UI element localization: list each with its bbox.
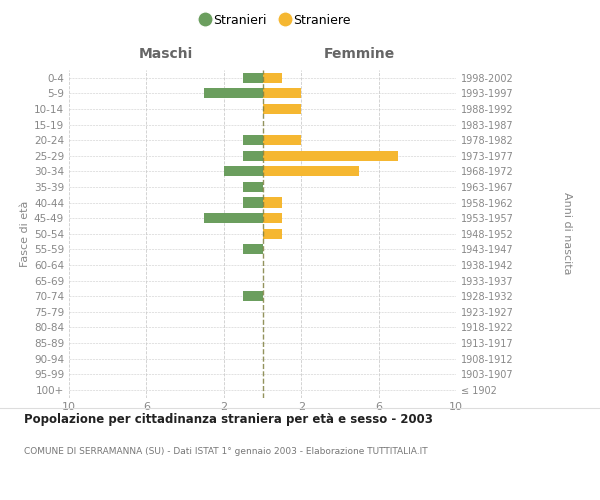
Bar (263, 150, 398, 161)
Bar (243, 291, 263, 301)
Bar (243, 244, 263, 254)
Text: Maschi: Maschi (139, 46, 193, 60)
Legend: Stranieri, Straniere: Stranieri, Straniere (197, 8, 355, 32)
Text: COMUNE DI SERRAMANNA (SU) - Dati ISTAT 1° gennaio 2003 - Elaborazione TUTTITALIA: COMUNE DI SERRAMANNA (SU) - Dati ISTAT 1… (24, 448, 428, 456)
Bar (263, 135, 301, 145)
Bar (224, 166, 263, 176)
Bar (243, 150, 263, 161)
Bar (263, 88, 301, 99)
Bar (205, 88, 263, 99)
Bar (205, 213, 263, 223)
Bar (243, 182, 263, 192)
Text: Popolazione per cittadinanza straniera per età e sesso - 2003: Popolazione per cittadinanza straniera p… (24, 412, 433, 426)
Bar (263, 72, 282, 83)
Y-axis label: Anni di nascita: Anni di nascita (562, 192, 572, 275)
Bar (263, 166, 359, 176)
Bar (243, 135, 263, 145)
Bar (263, 213, 282, 223)
Bar (263, 104, 301, 114)
Bar (263, 198, 282, 207)
Bar (243, 198, 263, 207)
Bar (263, 228, 282, 239)
Bar (243, 72, 263, 83)
Y-axis label: Fasce di età: Fasce di età (20, 200, 30, 267)
Text: Femmine: Femmine (323, 46, 395, 60)
